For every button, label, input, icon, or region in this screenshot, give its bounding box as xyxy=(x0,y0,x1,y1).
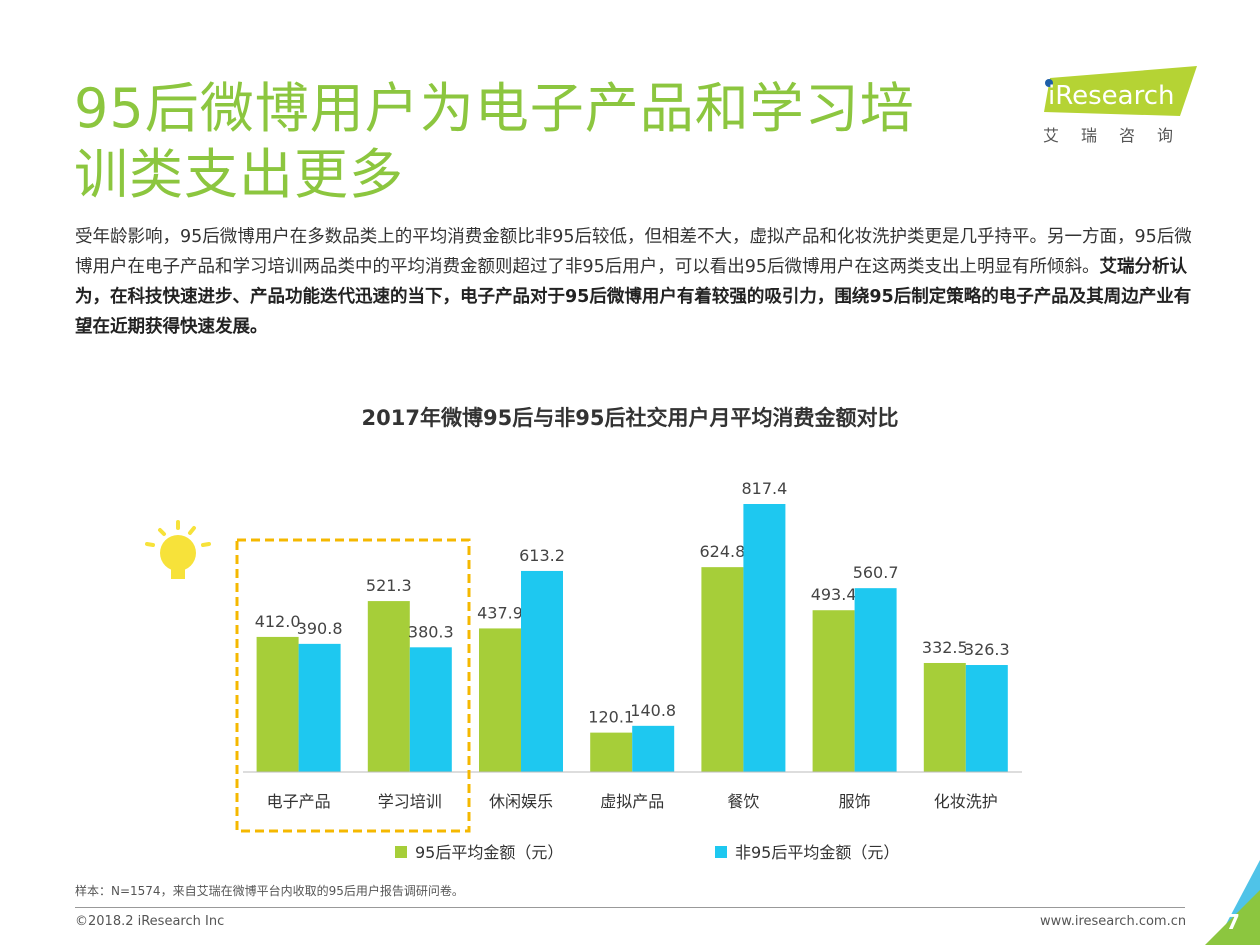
chart-title: 2017年微博95后与非95后社交用户月平均消费金额对比 xyxy=(361,406,899,430)
bar xyxy=(854,588,897,772)
data-label: 380.3 xyxy=(408,622,454,641)
iresearch-logo: iResearch xyxy=(1044,66,1197,116)
page-title: 95后微博用户为电子产品和学习培 训类支出更多 xyxy=(74,76,974,208)
title-line-2: 训类支出更多 xyxy=(74,143,404,206)
bar xyxy=(521,570,563,772)
data-label: 120.1 xyxy=(588,708,634,727)
bar xyxy=(923,662,966,772)
description: 受年龄影响，95后微博用户在多数品类上的平均消费金额比非95后较低，但相差不大，… xyxy=(75,222,1200,342)
data-label: 412.0 xyxy=(255,612,301,631)
corner-decoration xyxy=(1205,860,1260,945)
category-label: 服饰 xyxy=(839,792,871,811)
footer-divider xyxy=(75,907,1185,908)
category-label: 学习培训 xyxy=(378,792,442,811)
data-label: 521.3 xyxy=(366,576,412,595)
legend-swatch xyxy=(395,846,407,858)
highlight-box xyxy=(235,538,471,833)
category-label: 虚拟产品 xyxy=(600,792,664,811)
bar xyxy=(965,665,1008,772)
data-label: 390.8 xyxy=(297,619,343,638)
lightbulb-icon xyxy=(145,520,211,579)
bar xyxy=(743,504,786,772)
category-label: 电子产品 xyxy=(267,792,331,811)
description-text: 受年龄影响，95后微博用户在多数品类上的平均消费金额比非95后较低，但相差不大，… xyxy=(75,227,1192,277)
data-label: 493.4 xyxy=(811,585,857,604)
category-label: 餐饮 xyxy=(727,792,759,811)
bar xyxy=(409,647,452,772)
data-label: 817.4 xyxy=(741,479,787,498)
bar xyxy=(590,732,633,772)
sample-note: 样本：N=1574，来自艾瑞在微博平台内收取的95后用户报告调研问卷。 xyxy=(75,884,464,898)
bar xyxy=(479,628,521,772)
bar xyxy=(298,643,341,772)
copyright: ©2018.2 iResearch Inc xyxy=(75,914,225,929)
data-label: 326.3 xyxy=(964,640,1010,659)
data-label: 332.5 xyxy=(922,638,968,657)
data-label: 140.8 xyxy=(630,701,676,720)
bar xyxy=(812,610,855,772)
category-label: 化妆洗护 xyxy=(934,792,998,811)
data-label: 437.9 xyxy=(477,603,523,622)
legend-label: 95后平均金额（元） xyxy=(415,843,563,862)
page-number: 7 xyxy=(1226,910,1240,934)
data-label: 624.8 xyxy=(699,542,745,561)
category-label: 休闲娱乐 xyxy=(489,792,553,811)
legend-label: 非95后平均金额（元） xyxy=(735,843,899,862)
title-line-1: 95后微博用户为电子产品和学习培 xyxy=(74,77,915,140)
data-label: 560.7 xyxy=(853,563,899,582)
bar xyxy=(632,725,675,772)
svg-text:iResearch: iResearch xyxy=(1048,81,1174,111)
bar xyxy=(367,601,410,772)
data-label: 613.2 xyxy=(519,546,565,565)
bar xyxy=(256,636,299,772)
logo-subtitle: 艾瑞咨询 xyxy=(1043,126,1196,145)
website-link[interactable]: www.iresearch.com.cn xyxy=(1040,914,1187,929)
bar xyxy=(701,567,744,772)
legend-swatch xyxy=(715,846,727,858)
description-bold: 艾瑞分析认为，在科技快速进步、产品功能迭代迅速的当下，电子产品对于95后微博用户… xyxy=(75,257,1192,337)
